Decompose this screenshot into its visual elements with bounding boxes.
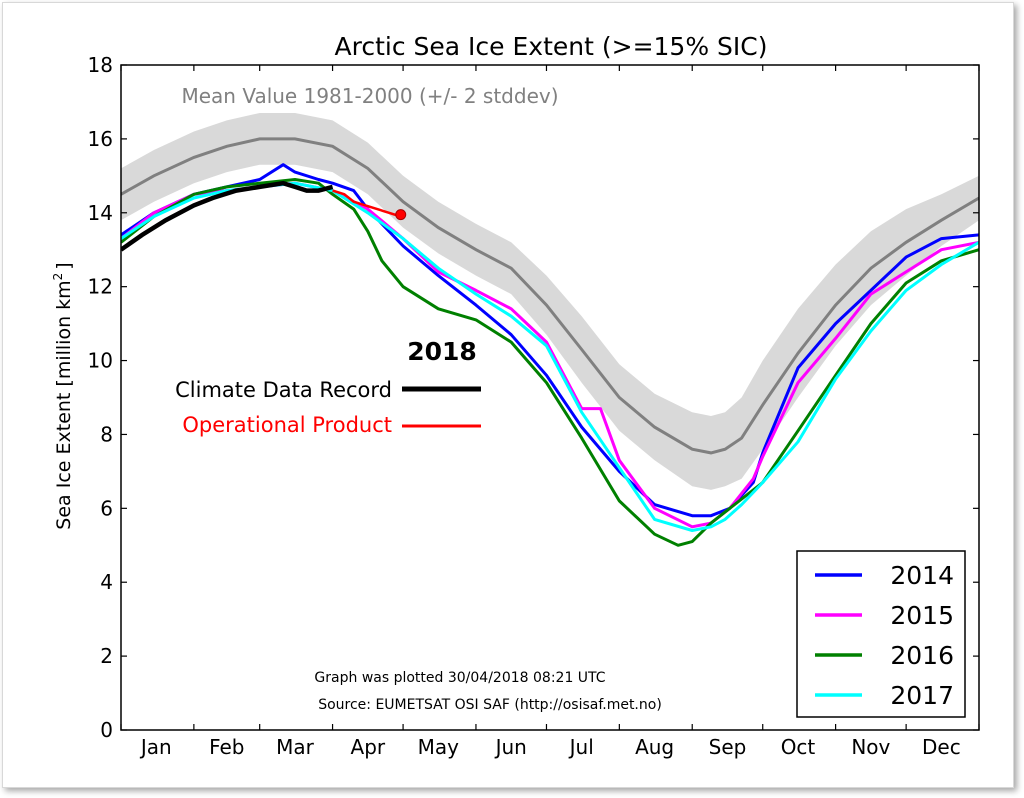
legend-label-2016: 2016: [890, 641, 954, 670]
source-note: Source: EUMETSAT OSI SAF (http://osisaf.…: [318, 697, 662, 713]
x-tick-label: Jun: [494, 735, 527, 759]
x-tick-label: Nov: [851, 735, 890, 759]
legend-label-2014: 2014: [890, 561, 954, 590]
stddev-band: [121, 113, 979, 490]
x-tick-label: Sep: [709, 735, 747, 759]
x-tick-label: Jul: [568, 735, 594, 759]
y-tick-label: 6: [100, 496, 113, 520]
y-axis-label-text: Sea Ice Extent [million km: [53, 280, 75, 529]
year-legend: 2014 2015 2016 2017: [796, 550, 966, 718]
y-tick-label: 10: [88, 349, 113, 373]
y-axis-label-superscript: 2: [51, 273, 65, 281]
x-tick-label: May: [418, 735, 460, 759]
y-tick-label: 2: [100, 644, 113, 668]
x-tick-label: Aug: [635, 735, 674, 759]
legend-cdr-label: Climate Data Record: [175, 378, 392, 402]
y-tick-label: 4: [100, 570, 113, 594]
y-axis-label-end: ]: [53, 262, 75, 269]
plot-frame: [120, 64, 980, 731]
y-tick-label: 16: [88, 127, 113, 151]
y-tick-label: 14: [88, 201, 113, 225]
y-tick-label: 18: [88, 53, 113, 77]
x-tick-label: Feb: [209, 735, 244, 759]
y-tick-label: 0: [100, 718, 113, 742]
year-legend-box: [796, 550, 966, 718]
latest-2018-point: [395, 209, 407, 221]
series-line-2016: [121, 178, 979, 547]
plot-area: [121, 113, 979, 547]
x-tick-label: Dec: [922, 735, 961, 759]
series-line-2014: [121, 163, 979, 518]
x-tick-label: Mar: [276, 735, 315, 759]
chart-title: Arctic Sea Ice Extent (>=15% SIC): [335, 32, 768, 61]
x-tick-label: Jan: [139, 735, 172, 759]
legend-label-2015: 2015: [890, 601, 954, 630]
plotted-note: Graph was plotted 30/04/2018 08:21 UTC: [314, 670, 605, 686]
series-line-2018-cdr: [121, 180, 334, 252]
legend-label-2017: 2017: [890, 681, 954, 710]
y-tick-label: 8: [100, 422, 113, 446]
x-tick-label: Oct: [781, 735, 816, 759]
legend-op-label: Operational Product: [182, 413, 392, 437]
mean-line: [121, 137, 979, 455]
series-line-2018-operational: [332, 189, 402, 218]
mean-band-label: Mean Value 1981-2000 (+/- 2 stddev): [181, 84, 558, 108]
y-axis-label: Sea Ice Extent [million km2]: [51, 262, 75, 529]
legend-2018-title: 2018: [407, 337, 477, 366]
svg-text:Sea Ice Extent [million km2]: Sea Ice Extent [million km2]: [51, 262, 75, 529]
x-tick-label: Apr: [351, 735, 386, 759]
y-tick-label: 12: [88, 275, 113, 299]
series-line-2017: [121, 181, 979, 532]
